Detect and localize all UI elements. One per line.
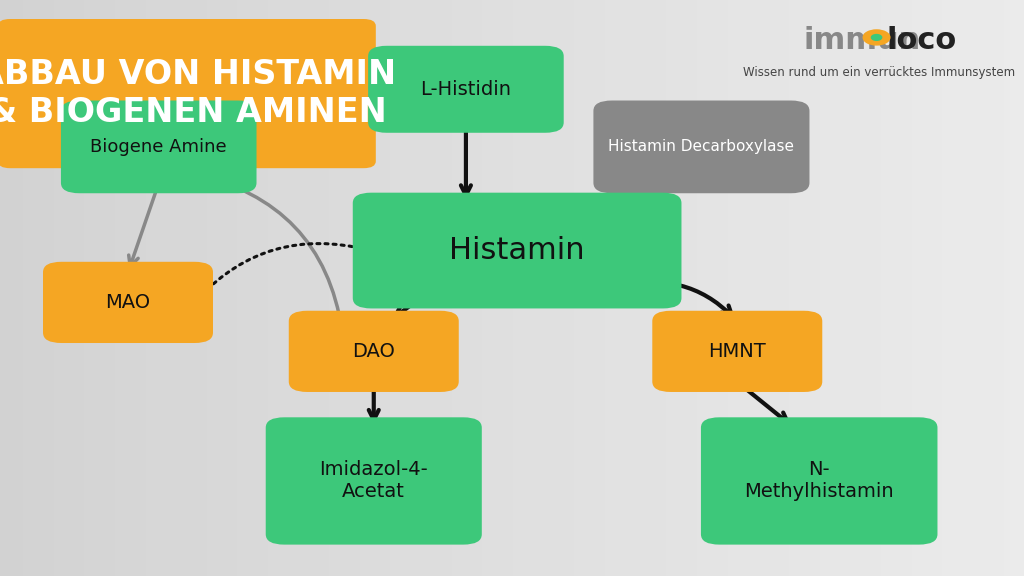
Text: Biogene Amine: Biogene Amine — [90, 138, 227, 156]
Text: DAO: DAO — [352, 342, 395, 361]
Text: immun: immun — [804, 26, 922, 55]
Text: L-Histidin: L-Histidin — [421, 80, 511, 98]
Text: Imidazol-4-
Acetat: Imidazol-4- Acetat — [319, 460, 428, 502]
FancyBboxPatch shape — [0, 19, 376, 168]
Circle shape — [863, 30, 890, 45]
FancyBboxPatch shape — [369, 46, 563, 133]
Text: ABBAU VON HISTAMIN
& BIOGENEN AMINEN: ABBAU VON HISTAMIN & BIOGENEN AMINEN — [0, 58, 396, 129]
Circle shape — [871, 35, 882, 40]
Text: HMNT: HMNT — [709, 342, 766, 361]
FancyBboxPatch shape — [265, 417, 481, 545]
Text: Wissen rund um ein verrücktes Immunsystem: Wissen rund um ein verrücktes Immunsyste… — [742, 66, 1015, 79]
FancyBboxPatch shape — [289, 311, 459, 392]
Text: N-
Methylhistamin: N- Methylhistamin — [744, 460, 894, 502]
Text: loco: loco — [887, 26, 957, 55]
FancyBboxPatch shape — [652, 311, 822, 392]
FancyBboxPatch shape — [594, 101, 809, 194]
FancyBboxPatch shape — [61, 101, 256, 194]
FancyBboxPatch shape — [352, 193, 682, 309]
FancyBboxPatch shape — [43, 262, 213, 343]
Text: MAO: MAO — [105, 293, 151, 312]
FancyBboxPatch shape — [700, 417, 938, 545]
Text: Histamin Decarboxylase: Histamin Decarboxylase — [608, 139, 795, 154]
Text: Histamin: Histamin — [450, 236, 585, 265]
